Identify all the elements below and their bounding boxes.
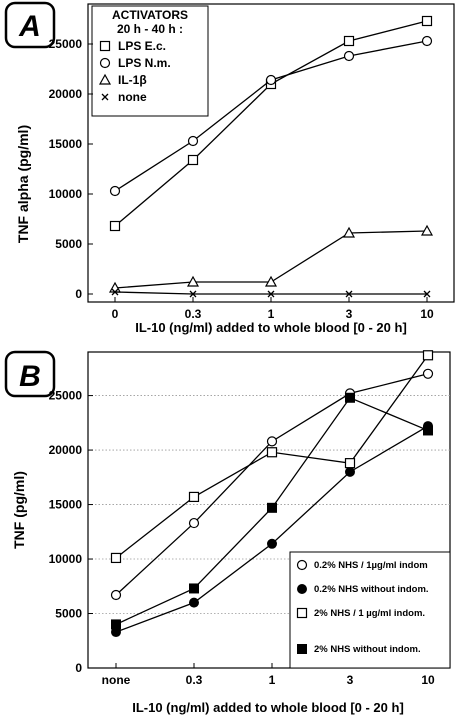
legend-label: IL-1β <box>118 73 147 87</box>
legend-title-line-1: ACTIVATORS <box>112 8 188 22</box>
panel-label-box <box>4 350 56 398</box>
legend-marker <box>296 559 308 571</box>
data-point <box>343 35 355 47</box>
data-point <box>421 35 433 47</box>
y-tick-label: 25000 <box>49 389 83 403</box>
legend-label: none <box>118 90 147 104</box>
y-tick-label: 0 <box>75 661 82 675</box>
data-point <box>266 436 278 447</box>
data-point <box>345 290 353 298</box>
y-tick-label: 25000 <box>49 37 83 51</box>
legend-marker <box>296 607 308 619</box>
plot-area: 0 5000 10000 15000 20000 25000 none 0.3 1 3 10 0.2%… <box>49 350 451 687</box>
legend-box <box>289 551 451 669</box>
data-point <box>111 288 119 296</box>
legend-label: 2% NHS / 1 µg/ml indom. <box>314 608 425 619</box>
x-tick-label: 1 <box>268 307 275 321</box>
data-point <box>264 275 278 287</box>
legend-label: 0.2% NHS without indom. <box>314 584 429 595</box>
legend-marker <box>297 644 307 654</box>
x-tick-label: 10 <box>421 673 435 687</box>
data-point <box>187 154 199 166</box>
data-point <box>109 220 121 232</box>
data-point <box>343 50 355 62</box>
panel-b: B TNF (pg/ml) IL-10 (ng/ml) added to who… <box>4 350 451 715</box>
data-point <box>266 447 278 458</box>
legend-marker <box>99 40 111 52</box>
data-point <box>187 135 199 147</box>
data-point <box>109 185 121 197</box>
legend-label: LPS E.c. <box>118 39 166 53</box>
data-point <box>423 290 431 298</box>
x-tick-label: none <box>102 673 131 687</box>
data-point <box>422 368 434 379</box>
data-point <box>342 226 356 238</box>
data-point <box>420 224 434 236</box>
data-point <box>267 538 277 549</box>
legend-title-line-2: 20 h - 40 h : <box>117 22 183 36</box>
data-point <box>110 589 122 601</box>
x-tick-label: 0.3 <box>186 673 203 687</box>
data-point <box>265 74 277 86</box>
x-tick-label: 3 <box>347 673 354 687</box>
data-point <box>186 275 200 287</box>
x-tick-label: 3 <box>346 307 353 321</box>
legend-label: 0.2% NHS / 1µg/ml indom <box>314 560 428 571</box>
data-point <box>111 619 121 630</box>
y-tick-label: 10000 <box>49 187 83 201</box>
x-tick-label: 1 <box>269 673 276 687</box>
legend: ACTIVATORS 20 h - 40 h : LPS E.c. LPS N.m… <box>91 5 209 117</box>
x-axis-label: IL-10 (ng/ml) added to whole blood [0 - … <box>132 700 404 715</box>
legend-label: LPS N.m. <box>118 56 171 70</box>
data-point <box>345 392 355 403</box>
data-point <box>189 583 199 594</box>
data-point <box>110 552 122 564</box>
panel-label: A <box>18 10 41 43</box>
y-tick-label: 0 <box>75 287 82 301</box>
legend-marker <box>98 73 112 85</box>
x-tick-label: 10 <box>420 307 434 321</box>
y-tick-label: 15000 <box>49 137 83 151</box>
y-tick-label: 5000 <box>55 237 82 251</box>
data-point <box>345 466 355 477</box>
data-point <box>421 15 433 27</box>
legend-marker <box>101 93 109 101</box>
panel-label-box <box>4 1 56 49</box>
y-axis-label: TNF (pg/ml) <box>11 471 27 549</box>
plot-frame <box>87 351 451 669</box>
y-tick-label: 5000 <box>55 607 82 621</box>
legend-marker <box>297 584 307 594</box>
legend-label: 2% NHS without indom. <box>314 644 421 655</box>
x-tick-label: 0.3 <box>185 307 202 321</box>
data-point <box>189 290 197 298</box>
panel-a: A TNF alpha (pg/ml) IL-10 (ng/ml) added … <box>4 1 455 335</box>
y-axis-label: TNF alpha (pg/ml) <box>15 125 31 243</box>
data-point <box>267 502 277 513</box>
data-point <box>344 458 356 469</box>
y-tick-label: 10000 <box>49 552 83 566</box>
data-point <box>188 491 200 503</box>
data-point <box>423 425 433 436</box>
data-point <box>267 290 275 298</box>
legend-box <box>91 5 209 117</box>
y-tick-label: 20000 <box>49 87 83 101</box>
legend-marker <box>99 57 111 69</box>
x-tick-label: 0 <box>112 307 119 321</box>
y-tick-label: 20000 <box>49 443 83 457</box>
plot-area: 0 5000 10000 15000 20000 25000 0 0.3 1 3 10 <box>49 15 434 321</box>
data-point <box>188 517 200 529</box>
y-tick-label: 15000 <box>49 498 83 512</box>
x-axis-label: IL-10 (ng/ml) added to whole blood [0 - … <box>135 320 407 335</box>
legend: 0.2% NHS / 1µg/ml indom 0.2% NHS without … <box>289 551 451 669</box>
data-point <box>189 597 199 608</box>
data-point <box>422 350 434 361</box>
panel-label: B <box>19 360 41 393</box>
